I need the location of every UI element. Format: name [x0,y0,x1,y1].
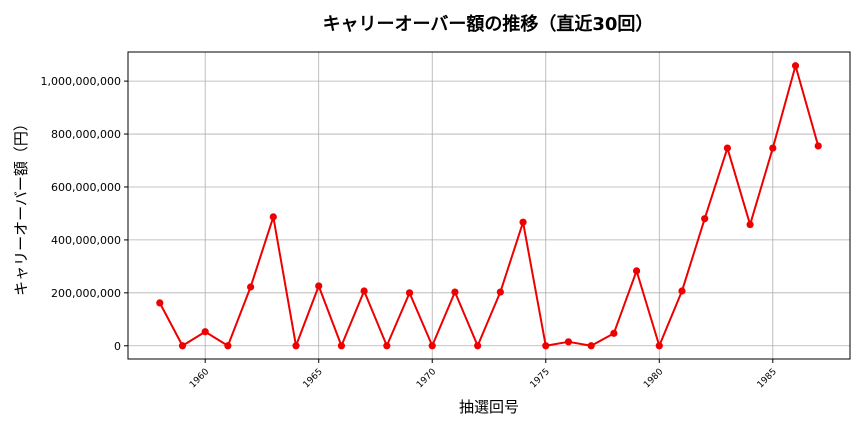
x-tick-label: 1970 [415,367,438,390]
data-point [178,342,187,350]
data-point [315,282,323,290]
data-point [701,215,709,223]
x-tick-label: 1975 [529,367,552,390]
data-point [360,287,368,295]
data-point [814,142,822,150]
x-tick-label: 1965 [302,367,325,390]
data-point [723,144,731,152]
grid-layer [128,52,850,359]
x-tick-label: 1980 [642,367,665,390]
data-point [474,342,482,350]
chart-title: キャリーオーバー額の推移（直近30回） [323,13,654,35]
data-point [156,299,164,307]
data-point [655,342,663,350]
x-axis-title: 抽選回号 [459,398,519,416]
data-point [519,218,527,226]
x-tick-label: 1960 [188,367,211,390]
data-point [791,62,800,70]
y-axis-title: キャリーオーバー額（円） [12,116,30,296]
x-axis: 1960 1965 1970 1975 1980 1985 [188,359,779,390]
data-point [632,267,641,275]
data-point [383,342,391,350]
series-line [158,64,820,347]
data-point [769,144,777,152]
data-point [542,342,550,350]
data-point [610,329,618,337]
data-point [496,288,504,296]
data-point [247,283,255,291]
y-tick-label: 1,000,000,000 [41,75,121,88]
data-point [587,342,595,350]
y-tick-label: 800,000,000 [51,128,121,141]
data-point [201,328,209,336]
data-point [224,342,232,350]
x-tick-label: 1985 [756,367,779,390]
data-point [269,213,277,221]
y-tick-label: 0 [114,340,121,353]
series-layer [156,62,822,350]
plot-area-frame [127,51,851,360]
data-point [405,289,414,297]
data-point [292,342,300,350]
data-point [746,220,754,229]
data-point [451,288,459,296]
data-point [337,342,346,350]
data-point [678,287,686,295]
y-tick-label: 600,000,000 [51,181,121,194]
y-tick-label: 200,000,000 [51,287,121,300]
y-tick-label: 400,000,000 [51,234,121,247]
data-point [564,338,573,346]
data-point [428,342,436,350]
y-axis: 0 200,000,000 400,000,000 600,000,000 800,00… [41,75,128,353]
